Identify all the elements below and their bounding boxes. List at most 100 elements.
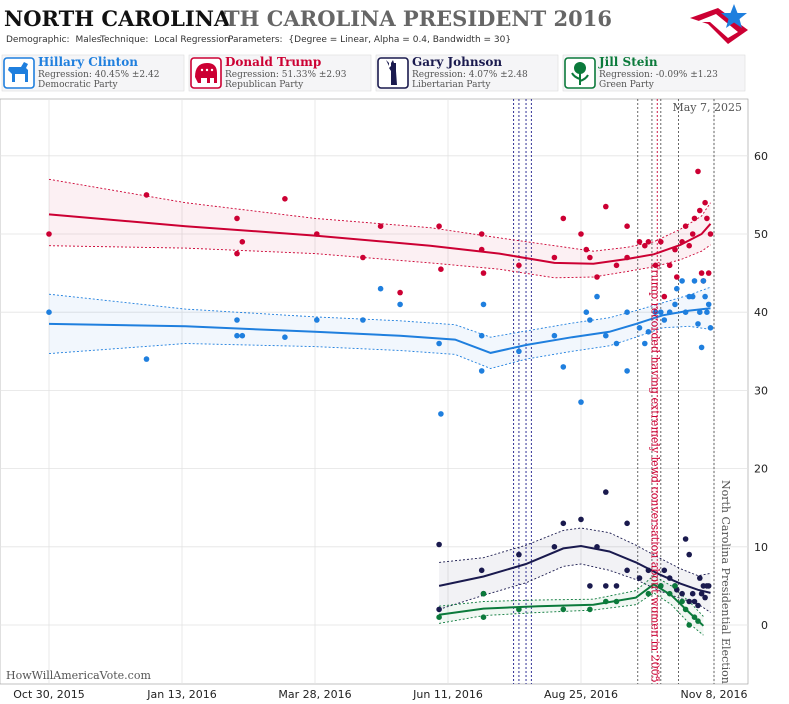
meta-parameters-value: {Degree = Linear, Alpha = 0.4, Bandwidth… xyxy=(288,35,511,45)
elephant-icon xyxy=(190,57,222,89)
legend-regression: Regression: 4.07% ±2.48 xyxy=(412,70,528,80)
plot-area: Trump recorded having extremely lewd con… xyxy=(0,98,768,701)
jill-stein-poll-point xyxy=(645,590,652,597)
donald-trump-poll-point xyxy=(239,239,246,245)
legend-name: Jill Stein xyxy=(598,55,658,69)
gary-johnson-poll-point xyxy=(560,520,567,527)
jill-stein-poll-point xyxy=(613,598,620,605)
donald-trump-poll-point xyxy=(560,215,567,222)
event-annotation: North Carolina Presidential Election xyxy=(719,480,732,684)
donald-trump-poll-point xyxy=(613,262,620,269)
header: NORTH CAROLINA TH CAROLINA PRESIDENT 201… xyxy=(4,4,748,45)
gary-johnson-poll-point xyxy=(645,567,652,574)
hillary-clinton-poll-point xyxy=(478,332,485,339)
y-tick-label: 60 xyxy=(754,150,768,163)
hillary-clinton-poll-point xyxy=(239,332,246,339)
jill-stein-poll-point xyxy=(666,590,673,597)
donald-trump-poll-point xyxy=(698,270,705,276)
plot-frame xyxy=(0,98,749,685)
hillary-clinton-poll-point xyxy=(438,411,444,417)
hillary-clinton-poll-point xyxy=(360,317,366,323)
jill-stein-poll-point xyxy=(672,583,678,589)
hillary-clinton-poll-point xyxy=(702,293,708,300)
y-axis-ticks: 0 10 20 30 40 50 60 xyxy=(754,150,768,632)
gary-johnson-poll-point xyxy=(697,575,703,581)
y-tick-label: 20 xyxy=(754,463,768,476)
meta-technique: Technique: Local Regression xyxy=(99,35,230,45)
gary-johnson-poll-point xyxy=(613,583,620,589)
gary-johnson-poll-point xyxy=(689,590,696,597)
y-tick-label: 30 xyxy=(754,384,768,397)
donald-trump-poll-point xyxy=(704,215,710,222)
jill-stein-poll-point xyxy=(691,614,698,620)
jill-stein-poll-point xyxy=(480,614,487,620)
date-label: May 7, 2025 xyxy=(672,101,742,114)
donald-trump-poll-point xyxy=(234,215,240,222)
hillary-clinton-poll-point xyxy=(436,340,442,347)
gary-johnson-poll-point xyxy=(594,544,600,550)
meta-technique-label: Technique: xyxy=(99,35,148,45)
donald-trump-poll-point xyxy=(707,231,714,237)
jill-stein-regression-line xyxy=(438,583,705,627)
gary-johnson-poll-point xyxy=(587,583,593,589)
event-lines xyxy=(513,99,715,684)
donald-trump-poll-point xyxy=(360,254,366,261)
gary-johnson-poll-point xyxy=(624,567,630,574)
gary-johnson-poll-point xyxy=(578,516,584,523)
jill-stein-poll-point xyxy=(480,590,487,597)
jill-stein-poll-point xyxy=(587,606,593,613)
donald-trump-poll-point xyxy=(666,262,673,269)
legend-party: Democratic Party xyxy=(38,80,119,90)
hillary-clinton-poll-point xyxy=(645,329,652,335)
donald-trump-poll-point xyxy=(478,246,485,253)
legend-regression: Regression: -0.09% ±1.23 xyxy=(599,70,718,80)
donald-trump-poll-point xyxy=(672,246,678,253)
hillary-clinton-poll-point xyxy=(698,344,705,351)
donald-trump-poll-point xyxy=(691,215,698,222)
gary-johnson-poll-point xyxy=(636,575,643,581)
donald-trump-poll-point xyxy=(603,203,609,210)
hillary-clinton-poll-point xyxy=(624,368,630,374)
hillary-clinton-poll-point xyxy=(560,364,567,370)
gary-johnson-poll-point xyxy=(603,489,609,495)
donald-trump-poll-point xyxy=(143,192,150,198)
donald-trump-poll-point xyxy=(480,270,487,276)
gary-johnson-poll-point xyxy=(478,567,485,574)
hillary-clinton-poll-point xyxy=(603,332,609,339)
hillary-clinton-poll-point xyxy=(624,309,630,316)
jill-stein-poll-point xyxy=(682,606,689,613)
donald-trump-poll-point xyxy=(436,223,442,229)
y-tick-label: 10 xyxy=(754,541,768,554)
donald-trump-poll-point xyxy=(624,254,630,261)
jill-stein-poll-point xyxy=(560,606,567,613)
donald-trump-poll-point xyxy=(686,242,692,249)
jill-stein-poll-point xyxy=(658,583,664,589)
donald-trump-poll-point xyxy=(314,231,320,237)
donald-trump-poll-point xyxy=(682,223,689,229)
x-tick-label: Jun 11, 2016 xyxy=(412,688,483,701)
jill-stein-poll-point xyxy=(695,618,701,624)
gary-johnson-band-lower xyxy=(438,563,711,613)
hillary-clinton-poll-point xyxy=(578,399,584,405)
rose-icon xyxy=(564,57,596,89)
donald-trump-poll-point xyxy=(583,246,590,253)
gary-johnson-poll-point xyxy=(686,598,692,605)
donald-trump-poll-point xyxy=(397,289,403,296)
gary-johnson-poll-point xyxy=(516,551,522,558)
donald-trump-poll-point xyxy=(377,223,384,229)
gary-johnson-poll-point xyxy=(603,583,609,589)
legend-regression: Regression: 51.33% ±2.93 xyxy=(225,70,347,80)
donald-trump-poll-point xyxy=(516,262,522,269)
hillary-clinton-poll-point xyxy=(234,317,240,323)
liberty-statue-icon xyxy=(377,57,409,89)
donkey-icon xyxy=(3,57,35,89)
legend-name: Hillary Clinton xyxy=(38,55,138,69)
gary-johnson-poll-point xyxy=(666,575,673,581)
hillary-clinton-poll-point xyxy=(478,368,485,374)
meta-demographic-label: Demographic: xyxy=(6,35,70,45)
donald-trump-band-lower xyxy=(48,244,711,279)
